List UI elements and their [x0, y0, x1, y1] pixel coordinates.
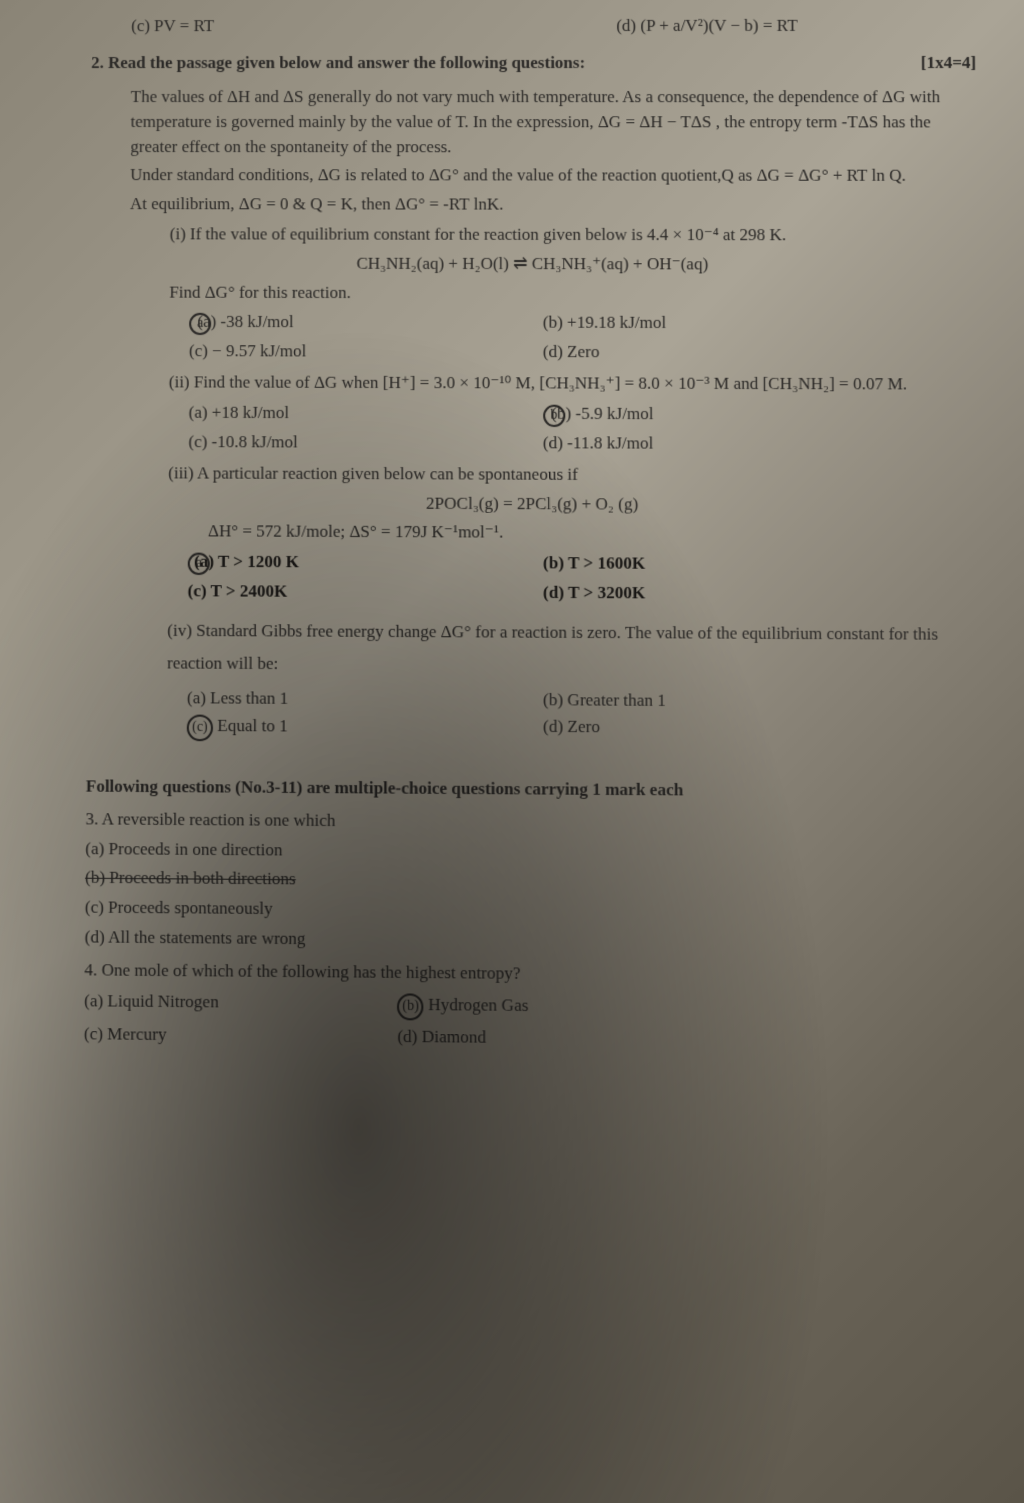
q2i-options: a (a) -38 kJ/mol (b) +19.18 kJ/mol (c) −… [189, 309, 979, 366]
q2i-find: Find ΔG° for this reaction. [169, 280, 978, 306]
q2iii-stem: (iii) A particular reaction given below … [168, 461, 979, 489]
q2iv-option-a: (a) Less than 1 [187, 688, 543, 710]
q2iii-a-text: (a) T > 1200 K [194, 552, 299, 572]
q2iv-option-b: (b) Greater than 1 [543, 689, 901, 711]
q4-option-b: (b) Hydrogen Gas [397, 993, 830, 1023]
q4-option-a: (a) Liquid Nitrogen [84, 991, 397, 1020]
q4-option-d: (d) Diamond [397, 1027, 830, 1051]
q2iii-eqn2: ΔH° = 572 kJ/mole; ΔS° = 179J K⁻¹mol⁻¹. [208, 519, 980, 547]
q2ii-option-a: (a) +18 kJ/mol [189, 403, 543, 427]
q3-option-a: (a) Proceeds in one direction [85, 837, 982, 868]
q2iii-option-b: (b) T > 1600K [543, 553, 901, 578]
q2iv-option-d: (d) Zero [543, 716, 902, 745]
q2-heading: 2. Read the passage given below and answ… [91, 51, 976, 76]
mcq-heading: Following questions (No.3-11) are multip… [86, 774, 982, 805]
circled-marker: (b) [397, 993, 423, 1020]
q2iv-options: (a) Less than 1 (b) Greater than 1 (c) E… [187, 684, 982, 748]
q2-para2: Under standard conditions, ΔG is related… [130, 163, 977, 189]
q2-number: 2. [91, 53, 104, 72]
q2-marks: [1x4=4] [921, 51, 977, 76]
q2ii-options: (a) +18 kJ/mol b (b) -5.9 kJ/mol (c) -10… [188, 400, 979, 458]
q2i-option-b: (b) +19.18 kJ/mol [543, 313, 899, 337]
q4-b-text: Hydrogen Gas [428, 995, 528, 1015]
q2i-a-text: (a) -38 kJ/mol [197, 312, 293, 331]
q2iv-stem: (iv) Standard Gibbs free energy change Δ… [167, 614, 981, 684]
q2iii-eqn1: 2POCl₃(g) = 2PCl₃(g) + O₂ (g) [88, 490, 980, 518]
q2ii-b-text: (b) -5.9 kJ/mol [551, 404, 653, 424]
option-c: (c) PV = RT [131, 14, 616, 39]
q2i-equation: CH₃NH₂(aq) + H₂O(l) ⇌ CH₃NH₃⁺(aq) + OH⁻(… [90, 251, 978, 277]
q3-stem: 3. A reversible reaction is one which [85, 807, 982, 838]
q3-option-c: (c) Proceeds spontaneously [85, 895, 983, 927]
q2ii-option-c: (c) -10.8 kJ/mol [188, 432, 543, 453]
q2iii-option-a: a (a) T > 1200 K [188, 552, 543, 577]
q2iv-option-c: (c) Equal to 1 [187, 714, 543, 743]
q2i-option-a: a (a) -38 kJ/mol [189, 312, 543, 336]
q2-para1: The values of ΔH and ΔS generally do not… [130, 85, 977, 160]
q3-option-d: (d) All the statements are wrong [85, 925, 984, 957]
q2ii-stem: (ii) Find the value of ΔG when [H⁺] = 3.… [169, 371, 979, 398]
q2iv-c-text: Equal to 1 [217, 715, 288, 735]
prev-question-options: (c) PV = RT (d) (P + a/V²)(V − b) = RT [91, 10, 976, 43]
q4-option-c: (c) Mercury [84, 1024, 398, 1047]
q4-stem: 4. One mole of which of the following ha… [84, 958, 983, 991]
q2iii-option-c: (c) T > 2400K [188, 581, 543, 603]
q2-heading-text: Read the passage given below and answer … [108, 53, 585, 72]
exam-page: (c) PV = RT (d) (P + a/V²)(V − b) = RT 2… [33, 0, 1015, 1087]
q2i-option-c: (c) − 9.57 kJ/mol [189, 341, 543, 362]
q2-para3: At equilibrium, ΔG = 0 & Q = K, then ΔG°… [130, 192, 978, 218]
q2ii-option-d: (d) -11.8 kJ/mol [543, 433, 900, 454]
option-d: (d) (P + a/V²)(V − b) = RT [616, 14, 976, 39]
q2iii-option-d: (d) T > 3200K [543, 583, 901, 605]
q2i-option-d: (d) Zero [543, 342, 899, 363]
q2i-stem: (i) If the value of equilibrium constant… [170, 223, 978, 249]
q2ii-option-b: b (b) -5.9 kJ/mol [543, 404, 900, 428]
q3-option-b: (b) Proceeds in both directions [85, 866, 983, 898]
q2iii-options: a (a) T > 1200 K (b) T > 1600K (c) T > 2… [188, 548, 981, 608]
circled-marker: (c) [187, 714, 213, 741]
